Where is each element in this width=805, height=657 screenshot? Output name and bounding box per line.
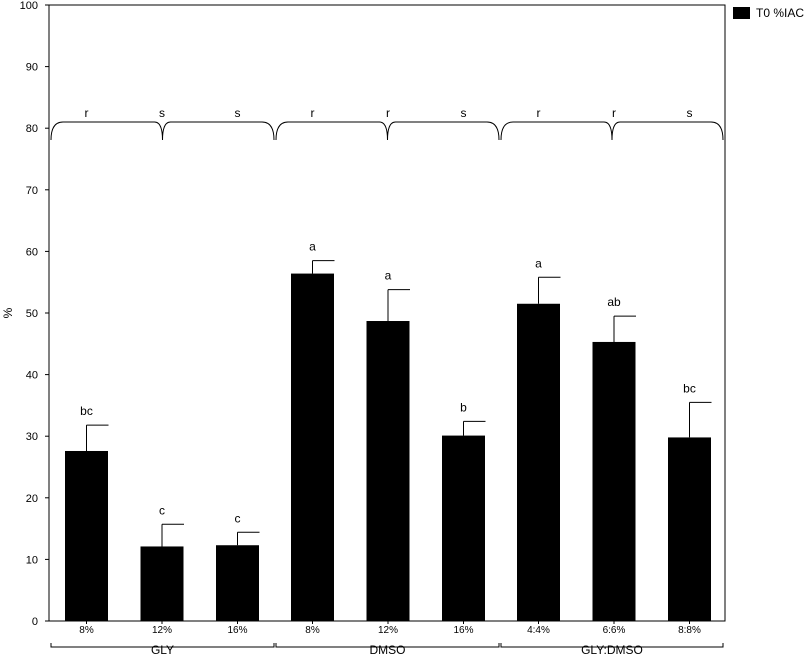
bar [65, 450, 108, 621]
bar [140, 546, 184, 621]
significance-letter: ab [607, 295, 621, 309]
significance-letter: c [159, 503, 165, 517]
y-tick-label: 50 [26, 308, 38, 320]
group-bracket [275, 643, 500, 648]
group-brace [50, 121, 275, 141]
x-tick-label: 6:6% [603, 625, 626, 636]
y-tick-label: 30 [26, 431, 38, 443]
x-tick-label: 8:8% [678, 625, 701, 636]
bar [517, 303, 560, 621]
legend: T0 %IAC [733, 6, 804, 20]
significance-letter: a [385, 269, 392, 283]
group-significance-letter: s [235, 106, 241, 120]
x-tick-label: 12% [378, 625, 398, 636]
group-bracket [50, 643, 275, 648]
bar [668, 437, 711, 621]
significance-letter: a [535, 256, 542, 270]
y-axis-label: % [1, 307, 15, 318]
x-tick-label: 4:4% [527, 625, 550, 636]
x-tick-label: 8% [79, 625, 94, 636]
group-significance-letter: r [537, 106, 541, 120]
y-tick-label: 10 [26, 554, 38, 566]
group-significance-letter: s [687, 106, 693, 120]
group-bracket [500, 643, 724, 648]
significance-letter: c [235, 511, 241, 525]
group-significance-letter: s [461, 106, 467, 120]
group-significance-letter: r [612, 106, 616, 120]
bar [291, 273, 334, 621]
significance-letter: a [309, 240, 316, 254]
y-tick-label: 0 [32, 616, 38, 628]
group-label: GLY [151, 643, 174, 657]
significance-letter: bc [80, 404, 93, 418]
y-tick-label: 90 [26, 62, 38, 74]
y-tick-label: 20 [26, 493, 38, 505]
y-tick-label: 100 [20, 0, 38, 12]
group-brace [275, 121, 500, 141]
bar [592, 341, 636, 621]
y-tick-label: 60 [26, 246, 38, 258]
legend-label: T0 %IAC [756, 6, 805, 20]
bar [216, 545, 259, 621]
group-significance-letter: s [159, 106, 165, 120]
x-tick-label: 12% [152, 625, 172, 636]
bar [442, 435, 485, 621]
significance-letter: b [460, 400, 467, 414]
group-label: GLY:DMSO [581, 643, 643, 657]
y-tick-label: 80 [26, 123, 38, 135]
x-tick-label: 16% [227, 625, 247, 636]
significance-letter: bc [683, 381, 696, 395]
x-tick-label: 8% [305, 625, 320, 636]
group-significance-letter: r [386, 106, 390, 120]
x-tick-label: 16% [453, 625, 473, 636]
group-brace [500, 121, 724, 141]
y-tick-label: 70 [26, 185, 38, 197]
legend-swatch [733, 7, 750, 19]
y-tick-label: 40 [26, 370, 38, 382]
group-label: DMSO [370, 643, 406, 657]
group-significance-letter: r [85, 106, 89, 120]
group-significance-letter: r [311, 106, 315, 120]
bar [366, 321, 410, 621]
